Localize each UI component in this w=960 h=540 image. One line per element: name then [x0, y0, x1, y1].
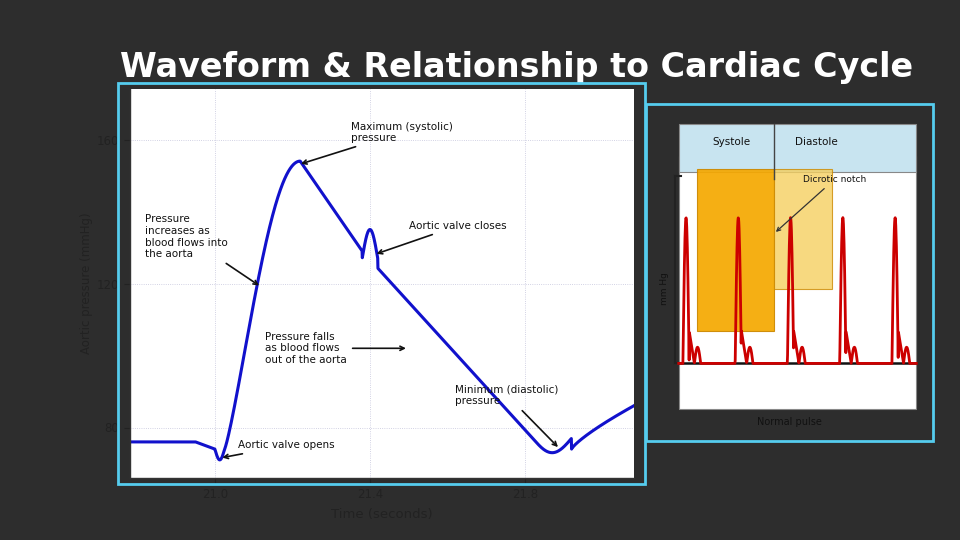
Text: Aortic valve opens: Aortic valve opens — [224, 441, 335, 458]
Bar — [697, 169, 774, 331]
Text: Pressure
increases as
blood flows into
the aorta: Pressure increases as blood flows into t… — [145, 214, 257, 285]
Text: mm Hg: mm Hg — [660, 273, 669, 305]
Text: Dicrotic notch: Dicrotic notch — [777, 175, 866, 231]
Text: Normal pulse: Normal pulse — [757, 417, 822, 427]
Text: Waveform & Relationship to Cardiac Cycle: Waveform & Relationship to Cardiac Cycle — [120, 51, 913, 84]
Bar — [679, 156, 916, 409]
Bar — [774, 169, 831, 289]
X-axis label: Time (seconds): Time (seconds) — [331, 508, 432, 521]
Text: Diastole: Diastole — [795, 137, 837, 147]
Bar — [679, 124, 916, 172]
Y-axis label: Aortic pressure (mmHg): Aortic pressure (mmHg) — [80, 213, 93, 354]
Text: Aortic valve closes: Aortic valve closes — [378, 221, 506, 254]
Text: Minimum (diastolic)
pressure: Minimum (diastolic) pressure — [455, 384, 559, 446]
Text: Systole: Systole — [712, 137, 751, 147]
Text: Maximum (systolic)
pressure: Maximum (systolic) pressure — [302, 122, 452, 164]
Text: Pressure falls
as blood flows
out of the aorta: Pressure falls as blood flows out of the… — [265, 332, 404, 365]
